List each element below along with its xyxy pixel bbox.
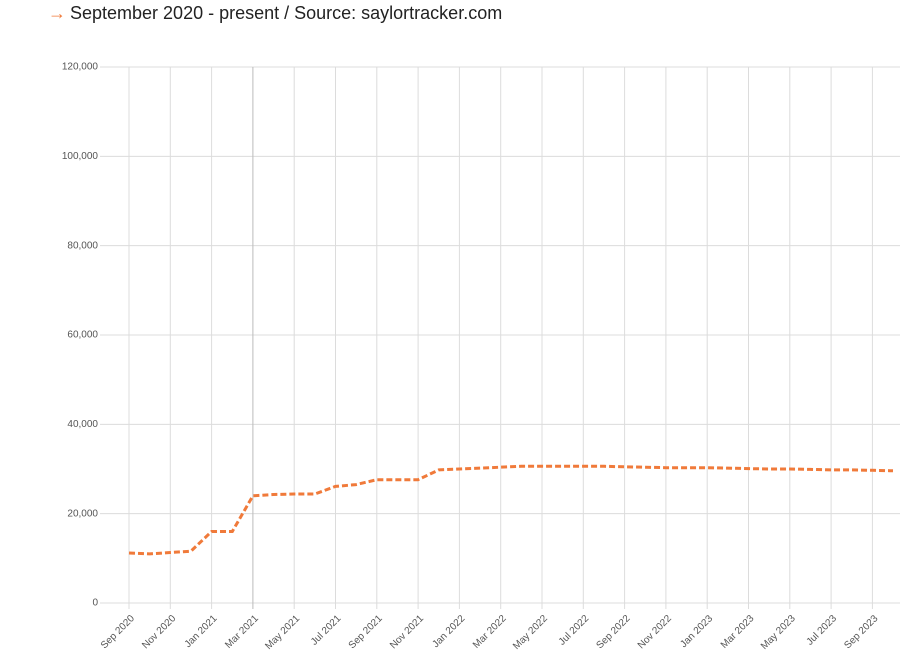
x-tick-label: Jul 2023	[805, 613, 840, 648]
x-tick-label: Sep 2021	[347, 613, 385, 650]
x-tick-label: Nov 2022	[636, 613, 674, 650]
chart-subtitle: September 2020 - present / Source: saylo…	[70, 3, 502, 23]
x-tick-label: May 2021	[263, 613, 302, 650]
x-tick-label: Sep 2022	[595, 613, 633, 650]
y-tick-label: 120,000	[62, 62, 99, 73]
x-tick-label: Nov 2020	[140, 613, 178, 650]
x-tick-label: Jan 2021	[183, 613, 220, 650]
y-tick-label: 100,000	[62, 151, 99, 162]
x-tick-label: May 2022	[511, 613, 550, 650]
x-tick-label: Jul 2022	[557, 613, 592, 648]
x-tick-label: Nov 2021	[388, 613, 426, 650]
x-tick-label: Jul 2021	[309, 613, 344, 648]
y-tick-label: 20,000	[67, 508, 98, 519]
x-tick-label: Sep 2020	[99, 613, 137, 650]
x-tick-label: Mar 2022	[471, 613, 509, 650]
x-tick-label: Mar 2021	[223, 613, 261, 650]
y-tick-label: 80,000	[67, 240, 98, 251]
x-tick-label: Sep 2023	[842, 613, 880, 650]
y-tick-label: 0	[92, 598, 98, 609]
x-tick-label: Jan 2023	[678, 613, 715, 650]
x-tick-label: Jan 2022	[431, 613, 468, 650]
x-tick-label: May 2023	[759, 613, 798, 650]
x-tick-label: Mar 2023	[719, 613, 757, 650]
data-line	[128, 464, 894, 556]
subtitle-arrow: →	[48, 3, 66, 23]
y-tick-label: 60,000	[67, 330, 98, 341]
y-tick-label: 40,000	[67, 419, 98, 430]
